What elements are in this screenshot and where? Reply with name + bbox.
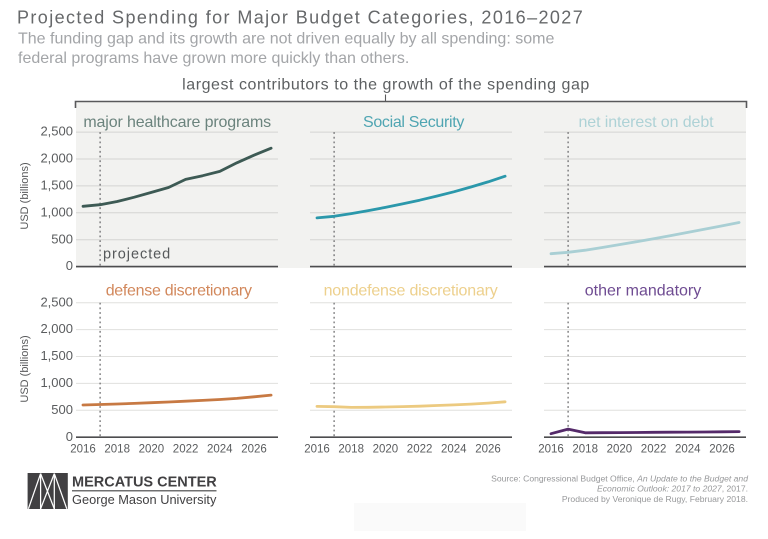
svg-text:2024: 2024 — [207, 444, 233, 456]
svg-text:The funding gap and its growth: The funding gap and its growth are not d… — [18, 30, 554, 47]
svg-text:2020: 2020 — [373, 444, 399, 456]
svg-text:Produced by Veronique de Rugy,: Produced by Veronique de Rugy, February … — [562, 494, 748, 504]
svg-text:1,000: 1,000 — [40, 375, 73, 390]
svg-text:1,500: 1,500 — [40, 178, 73, 193]
svg-text:defense discretionary: defense discretionary — [106, 283, 252, 300]
svg-text:500: 500 — [51, 231, 73, 246]
svg-text:2,500: 2,500 — [40, 124, 73, 139]
svg-text:federal programs have grown mo: federal programs have grown more quickly… — [18, 50, 409, 67]
svg-text:1,000: 1,000 — [40, 204, 73, 219]
svg-text:500: 500 — [51, 402, 73, 417]
svg-text:nondefense discretionary: nondefense discretionary — [324, 283, 498, 300]
svg-text:MERCATUS CENTER: MERCATUS CENTER — [72, 475, 217, 491]
svg-text:0: 0 — [66, 429, 73, 444]
svg-text:USD (billions): USD (billions) — [19, 162, 31, 229]
svg-text:2,000: 2,000 — [40, 321, 73, 336]
svg-text:2024: 2024 — [441, 444, 467, 456]
svg-text:projected: projected — [103, 247, 171, 263]
svg-text:2,500: 2,500 — [40, 294, 73, 309]
svg-text:Economic Outlook: 2017 to 2027: Economic Outlook: 2017 to 2027, 2017. — [597, 484, 748, 494]
svg-text:Social Security: Social Security — [363, 114, 464, 131]
svg-text:2022: 2022 — [407, 444, 433, 456]
svg-text:2016: 2016 — [538, 444, 564, 456]
svg-text:2016: 2016 — [70, 444, 96, 456]
svg-text:2018: 2018 — [104, 444, 130, 456]
svg-text:2016: 2016 — [304, 444, 330, 456]
svg-text:major healthcare programs: major healthcare programs — [83, 114, 271, 131]
svg-text:2018: 2018 — [338, 444, 364, 456]
svg-text:2026: 2026 — [709, 444, 735, 456]
svg-text:0: 0 — [66, 258, 73, 273]
svg-text:other mandatory: other mandatory — [585, 283, 702, 300]
svg-text:net interest on debt: net interest on debt — [579, 114, 715, 131]
svg-text:2018: 2018 — [572, 444, 598, 456]
svg-text:largest contributors to the gr: largest contributors to the growth of th… — [182, 76, 590, 93]
svg-text:2024: 2024 — [675, 444, 701, 456]
svg-text:Source: Congressional Budget O: Source: Congressional Budget Office, An … — [491, 474, 748, 484]
svg-text:2026: 2026 — [475, 444, 501, 456]
svg-text:1,500: 1,500 — [40, 348, 73, 363]
svg-text:Projected Spending for Major B: Projected Spending for Major Budget Cate… — [17, 8, 584, 28]
svg-text:2026: 2026 — [241, 444, 267, 456]
svg-text:2,000: 2,000 — [40, 151, 73, 166]
svg-text:2022: 2022 — [641, 444, 667, 456]
svg-text:George Mason University: George Mason University — [72, 492, 217, 507]
svg-text:2020: 2020 — [607, 444, 633, 456]
svg-text:USD (billions): USD (billions) — [19, 335, 31, 402]
svg-text:2022: 2022 — [173, 444, 199, 456]
svg-text:2020: 2020 — [139, 444, 165, 456]
